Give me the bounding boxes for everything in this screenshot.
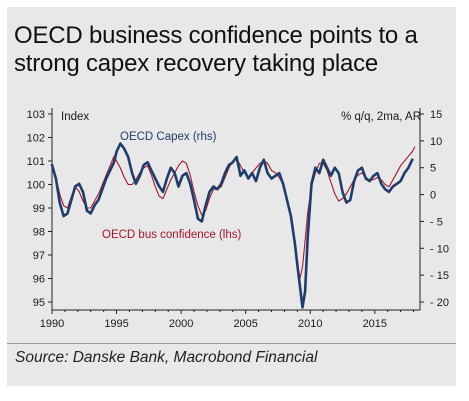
x-tick-label: 2005 — [233, 318, 257, 330]
x-tick-label: 2010 — [298, 318, 322, 330]
left-tick-label: 96 — [33, 274, 45, 286]
left-tick-label: 97 — [33, 250, 45, 262]
axes: 95 96 97 98 99 100 101 102 103 - 20 - 15 - 10 - 5 0 5 1… — [27, 108, 449, 330]
right-tick-label: - 20 — [430, 297, 449, 309]
x-tick-label: 1995 — [104, 318, 128, 330]
series-line-confidence — [51, 146, 416, 280]
x-tick-label: 2015 — [363, 318, 387, 330]
series-lines — [50, 142, 416, 309]
series-line-capex — [50, 142, 414, 309]
legend-confidence-label: OECD bus confidence (lhs) — [102, 229, 242, 241]
chart-title: OECD business confidence points to a str… — [14, 22, 454, 78]
left-tick-label: 98 — [33, 227, 45, 239]
right-tick-label: 0 — [430, 190, 436, 202]
right-tick-label: - 10 — [430, 243, 449, 255]
left-tick-label: 103 — [27, 109, 45, 121]
legend-capex-label: OECD Capex (rhs) — [120, 131, 217, 143]
right-tick-label: 5 — [430, 163, 436, 175]
footer-divider — [7, 343, 456, 344]
line-chart: 95 96 97 98 99 100 101 102 103 - 20 - 15 - 10 - 5 0 5 1… — [27, 108, 449, 330]
chart-title-line-2: strong capex recovery taking place — [14, 50, 379, 77]
left-tick-label: 102 — [27, 133, 45, 145]
left-tick-label: 99 — [33, 203, 45, 215]
left-tick-label: 95 — [33, 297, 45, 309]
left-axis-label: Index — [61, 111, 89, 123]
x-tick-label: 1990 — [40, 318, 64, 330]
left-tick-label: 100 — [27, 180, 45, 192]
chart-panel-background — [7, 7, 456, 386]
right-tick-label: - 5 — [430, 216, 443, 228]
left-tick-label: 101 — [27, 156, 45, 168]
right-tick-label: - 15 — [430, 270, 449, 282]
source-note: Source: Danske Bank, Macrobond Financial — [15, 349, 318, 366]
right-axis-label: % q/q, 2ma, AR — [341, 111, 421, 123]
right-tick-label: 10 — [430, 136, 442, 148]
chart-title-line-1: OECD business confidence points to a — [14, 22, 418, 49]
x-tick-label: 2000 — [169, 318, 193, 330]
chart-area: 95 96 97 98 99 100 101 102 103 - 20 - 15 - 10 - 5 0 5 1… — [7, 100, 456, 336]
right-tick-label: 15 — [430, 109, 442, 121]
